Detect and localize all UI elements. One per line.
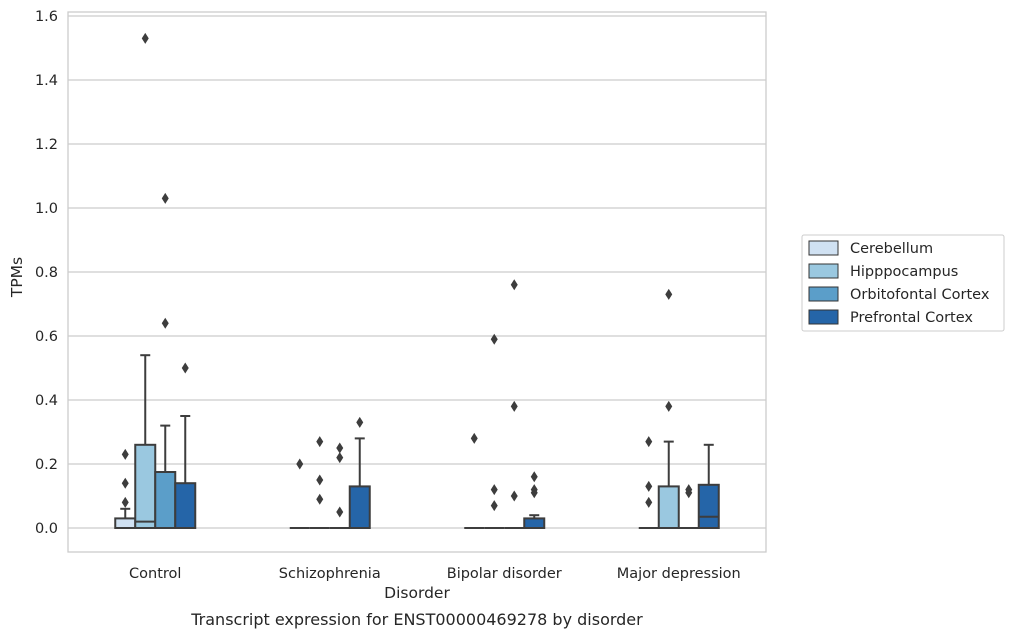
outlier-point xyxy=(296,458,304,470)
outlier-point xyxy=(510,400,518,412)
outlier-point xyxy=(121,477,129,489)
y-tick-label: 0.2 xyxy=(35,457,58,473)
outlier-point xyxy=(181,362,189,374)
outlier-point xyxy=(336,442,344,454)
outlier-point xyxy=(356,416,364,428)
legend-swatch-prefrontal xyxy=(808,309,839,325)
box-body xyxy=(523,517,546,530)
x-tick-label: Schizophrenia xyxy=(279,566,381,582)
outlier-point xyxy=(121,448,129,460)
box-1-3 xyxy=(348,416,371,529)
y-tick-label: 0.4 xyxy=(35,393,58,409)
outlier-point xyxy=(685,487,693,499)
outlier-point xyxy=(336,452,344,464)
box-1-2 xyxy=(329,442,350,529)
outlier-point xyxy=(316,436,324,448)
x-tick-label: Control xyxy=(129,566,181,582)
box-0-0 xyxy=(114,448,137,530)
x-tick-label: Major depression xyxy=(617,566,741,582)
outlier-point xyxy=(645,480,653,492)
y-tick-label: 1.6 xyxy=(35,9,58,25)
outlier-point xyxy=(490,333,498,345)
outlier-point xyxy=(336,506,344,518)
legend-label-prefrontal: Prefrontal Cortex xyxy=(850,310,973,326)
box-3-2 xyxy=(678,484,699,529)
box-2-1 xyxy=(484,333,505,529)
outlier-point xyxy=(510,490,518,502)
box-1-0 xyxy=(289,458,310,529)
outlier-point xyxy=(530,471,538,483)
x-tick-label: Bipolar disorder xyxy=(447,566,562,582)
outlier-point xyxy=(141,32,149,44)
outlier-point xyxy=(665,288,673,300)
box-3-3 xyxy=(697,443,720,529)
box-body xyxy=(348,485,371,529)
outlier-point xyxy=(470,432,478,444)
outlier-point xyxy=(510,279,518,291)
legend-swatch-orbitofrontal xyxy=(808,286,839,302)
box-2-2 xyxy=(504,279,525,529)
box-2-3 xyxy=(523,471,546,530)
y-axis-title: TPMs xyxy=(8,257,26,298)
box-body xyxy=(174,482,197,530)
legend-frame xyxy=(801,234,1005,332)
outlier-point xyxy=(161,317,169,329)
y-tick-label: 1.2 xyxy=(35,137,58,153)
y-tick-label: 0.0 xyxy=(35,521,58,537)
plot-frame xyxy=(67,11,767,553)
box-1-1 xyxy=(309,436,330,529)
outlier-point xyxy=(316,493,324,505)
box-body xyxy=(697,483,720,529)
y-tick-label: 1.4 xyxy=(35,73,58,89)
box-3-1 xyxy=(657,288,680,529)
legend-swatch-hippocampus xyxy=(808,263,839,279)
outlier-point xyxy=(665,400,673,412)
chart-caption: Transcript expression for ENST0000046927… xyxy=(190,610,643,629)
outlier-point xyxy=(161,192,169,204)
box-body xyxy=(657,485,680,529)
box-body xyxy=(154,471,177,529)
legend-label-cerebellum: Cerebellum xyxy=(850,241,933,257)
outlier-point xyxy=(316,474,324,486)
x-axis-title: Disorder xyxy=(384,584,450,602)
box-0-3 xyxy=(174,362,197,530)
outlier-point xyxy=(490,500,498,512)
box-body xyxy=(134,443,157,529)
x-tick-labels: Control Schizophrenia Bipolar disorder Majo… xyxy=(129,566,741,582)
legend-label-orbitofrontal: Orbitofontal Cortex xyxy=(850,287,990,303)
box-body xyxy=(114,517,137,530)
box-3-0 xyxy=(638,436,659,529)
outlier-point xyxy=(645,436,653,448)
outlier-point xyxy=(530,487,538,499)
legend-swatch-cerebellum xyxy=(808,240,839,256)
outlier-point xyxy=(645,496,653,508)
legend-label-hippocampus: Hipppocampus xyxy=(850,264,958,280)
y-tick-label: 1.0 xyxy=(35,201,58,217)
outlier-point xyxy=(490,484,498,496)
y-tick-labels: 0.0 0.2 0.4 0.6 0.8 1.0 1.2 1.4 1.6 xyxy=(35,9,58,537)
y-tick-label: 0.8 xyxy=(35,265,58,281)
y-tick-label: 0.6 xyxy=(35,329,58,345)
outlier-point xyxy=(121,496,129,508)
box-2-0 xyxy=(464,432,485,529)
box-groups xyxy=(114,32,720,530)
legend: Cerebellum Hipppocampus Orbitofontal Cor… xyxy=(801,234,1005,332)
